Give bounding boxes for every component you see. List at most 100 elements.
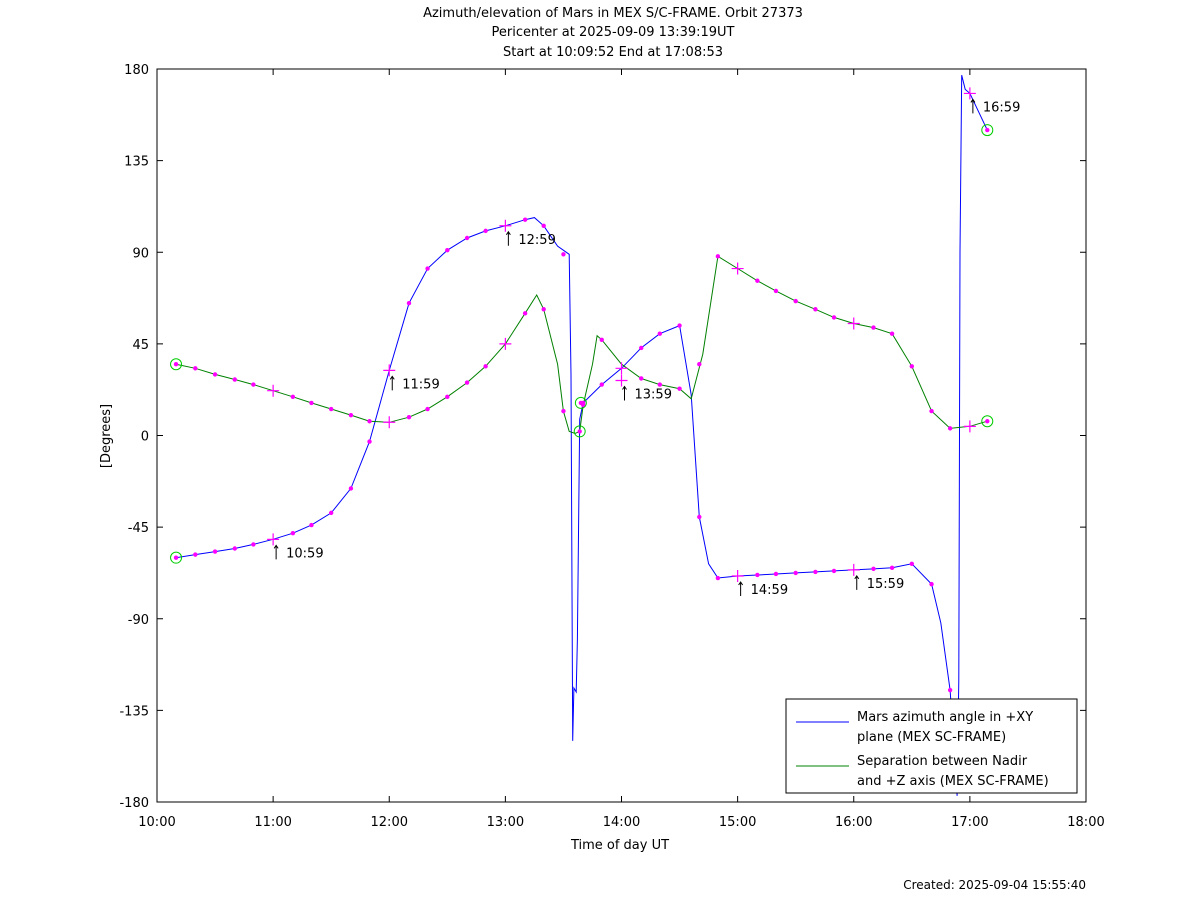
legend: Mars azimuth angle in +XY plane (MEX SC-… (785, 698, 1078, 794)
endpoint-circle (981, 415, 994, 428)
endpoint-dot (578, 400, 584, 406)
data-point (290, 394, 296, 400)
legend-box (785, 698, 1078, 794)
x-tick-label: 15:00 (719, 815, 756, 830)
data-point (251, 382, 256, 387)
data-point (212, 549, 218, 554)
chart-title-line-1: Azimuth/elevation of Mars in MEX S/C-FRA… (423, 6, 803, 21)
data-point (909, 561, 915, 566)
data-point (889, 565, 895, 571)
annotation-arrow (970, 98, 976, 114)
hour-cross-marker (267, 384, 280, 397)
data-point (232, 377, 238, 382)
data-point (232, 546, 238, 551)
x-tick-label: 12:00 (371, 815, 408, 830)
data-point (251, 542, 256, 547)
data-point (348, 486, 354, 491)
y-axis-label: [Degrees] (99, 404, 114, 468)
annotation-arrow (389, 375, 395, 391)
axis-ticks: 10:00 11:00 12:00 13:00 14:00 15:00 16:00 17:00… (119, 63, 1104, 830)
data-point (348, 412, 354, 418)
data-point (541, 223, 546, 228)
data-point (831, 315, 837, 320)
x-tick-label: 13:00 (487, 815, 524, 830)
endpoint-circle (170, 551, 183, 564)
data-point (697, 362, 702, 367)
data-point (445, 248, 450, 253)
hour-cross-marker (615, 362, 628, 375)
data-point (639, 376, 644, 381)
legend-label-separation-line-1: Separation between Nadir (857, 754, 1028, 769)
data-point (309, 522, 314, 528)
azimuth-series-line (175, 74, 988, 796)
data-point (947, 687, 953, 693)
data-point (561, 408, 566, 414)
endpoint-circle (574, 396, 587, 409)
data-point (793, 298, 798, 304)
annotation-label: 16:59 (983, 100, 1020, 115)
y-tick-label: 90 (132, 246, 149, 261)
separation-series-line (175, 255, 988, 435)
data-point (367, 419, 372, 424)
x-tick-label: 16:00 (835, 815, 872, 830)
chart-title-line-2: Pericenter at 2025-09-09 13:39:19UT (491, 25, 734, 40)
endpoint-circle (170, 358, 183, 371)
data-point (483, 228, 488, 234)
data-point (773, 571, 779, 577)
data-point (813, 307, 818, 312)
data-point (755, 572, 760, 578)
data-point (464, 380, 470, 385)
data-point (445, 394, 450, 400)
plot-frame (156, 68, 1087, 803)
endpoint-dot (577, 429, 582, 434)
data-point (831, 568, 837, 574)
data-point (929, 408, 934, 414)
data-point (522, 217, 528, 222)
endpoint-circle (573, 425, 586, 438)
data-point (677, 386, 682, 391)
data-point (309, 400, 314, 406)
data-point (909, 364, 915, 369)
data-point (793, 570, 798, 576)
y-tick-label: -135 (119, 704, 149, 719)
data-point (599, 382, 604, 387)
x-tick-label: 14:00 (603, 815, 640, 830)
annotation-arrow (622, 385, 627, 401)
annotation-label: 10:59 (286, 546, 323, 561)
data-markers: 10:59 11:59 12:59 13:59 14:59 15:59 16:59 (170, 87, 1020, 693)
annotation-arrow (854, 574, 860, 590)
legend-label-separation-line-2: and +Z axis (MEX SC-FRAME) (857, 774, 1049, 789)
data-point (561, 252, 566, 257)
x-tick-label: 17:00 (951, 815, 988, 830)
data-point (715, 254, 721, 259)
data-point (889, 331, 895, 336)
data-point (715, 575, 721, 581)
annotation-arrow (273, 544, 279, 560)
y-tick-label: 180 (124, 63, 149, 78)
data-point (947, 426, 953, 431)
data-point (929, 581, 934, 587)
hour-cross-marker (963, 420, 976, 433)
hour-cross-marker (615, 374, 628, 387)
annotation-arrow (738, 581, 744, 596)
data-point (657, 331, 663, 336)
x-tick-label: 18:00 (1067, 815, 1104, 830)
data-point (425, 266, 430, 271)
x-tick-label: 11:00 (254, 815, 291, 830)
y-tick-label: -90 (128, 613, 149, 628)
legend-label-azimuth-line-2: plane (MEX SC-FRAME) (857, 730, 1006, 745)
data-point (212, 372, 218, 377)
data-point (657, 382, 663, 387)
data-point (328, 510, 334, 516)
hour-cross-marker (847, 563, 860, 576)
hour-cross-marker (963, 87, 976, 100)
data-point (639, 345, 644, 351)
data-point (599, 337, 604, 343)
hour-cross-marker (499, 219, 512, 232)
x-axis-label: Time of day UT (570, 838, 669, 853)
endpoint-dot (985, 419, 990, 424)
data-point (425, 406, 430, 412)
y-tick-label: -45 (128, 521, 149, 536)
data-point (773, 288, 779, 294)
